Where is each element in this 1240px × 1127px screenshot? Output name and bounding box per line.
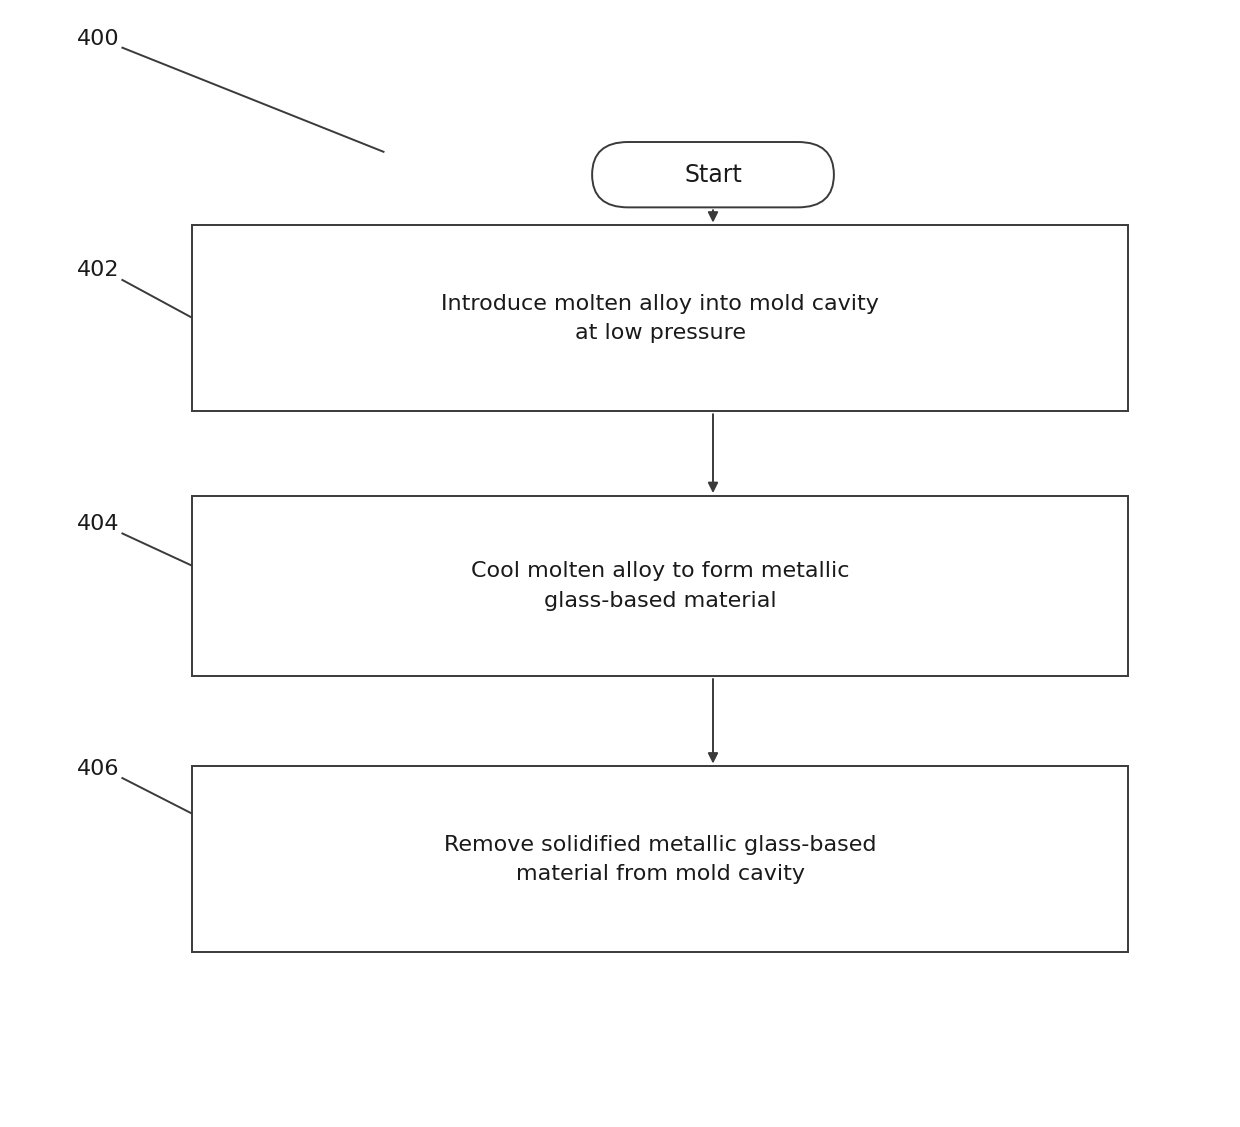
FancyBboxPatch shape	[192, 225, 1128, 411]
Text: 406: 406	[77, 758, 119, 779]
Text: Start: Start	[684, 162, 742, 187]
FancyBboxPatch shape	[591, 142, 833, 207]
Text: 404: 404	[77, 514, 119, 534]
Text: Remove solidified metallic glass-based
material from mold cavity: Remove solidified metallic glass-based m…	[444, 834, 877, 885]
FancyBboxPatch shape	[192, 766, 1128, 952]
Text: 400: 400	[77, 29, 119, 50]
Text: Cool molten alloy to form metallic
glass-based material: Cool molten alloy to form metallic glass…	[471, 561, 849, 611]
Text: 402: 402	[77, 260, 119, 281]
FancyBboxPatch shape	[192, 496, 1128, 676]
Text: Introduce molten alloy into mold cavity
at low pressure: Introduce molten alloy into mold cavity …	[441, 293, 879, 344]
